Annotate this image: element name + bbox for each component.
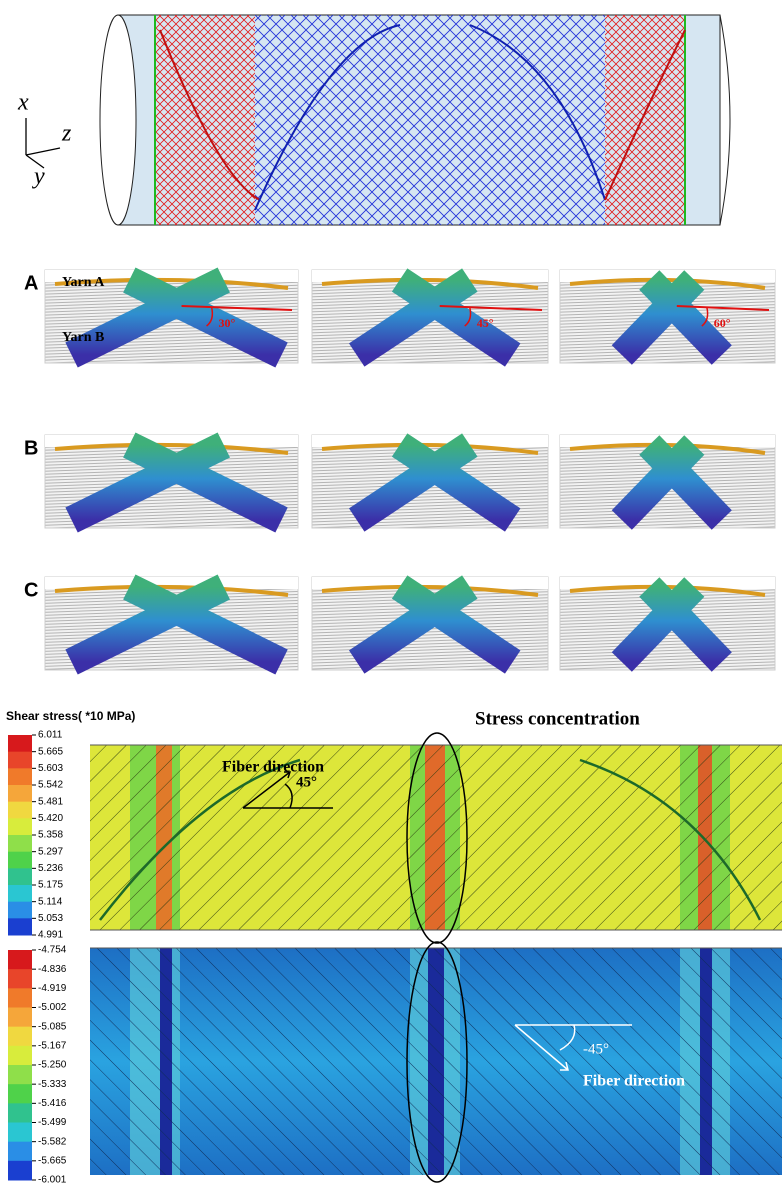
stress-cylinder-top: [90, 745, 782, 930]
yarn-panels: A 30° 45° 60° B C Yarn A Yarn B: [24, 270, 775, 670]
legend-swatch: [8, 1008, 32, 1028]
legend-label: -4.919: [38, 983, 67, 994]
shape: [90, 948, 782, 1175]
shape: [100, 15, 136, 225]
legend-label: 5.420: [38, 813, 63, 824]
annotation: Stress concentration: [475, 708, 640, 729]
legend-swatch: [8, 950, 32, 970]
legend-label: -5.416: [38, 1098, 67, 1109]
angle-label: 30°: [219, 316, 236, 330]
legend-label: -4.754: [38, 945, 67, 956]
annotation: -45°: [583, 1041, 609, 1057]
shape: [720, 15, 730, 225]
axes-indicator: [26, 118, 60, 168]
legend-label: -5.085: [38, 1021, 67, 1032]
legend-label: 5.114: [38, 896, 63, 907]
legend-title: Shear stress( *10 MPa): [6, 709, 135, 723]
annotation: 45°: [296, 774, 317, 790]
row-label: B: [24, 437, 38, 459]
shape: [26, 148, 60, 155]
row-label: A: [24, 272, 38, 294]
annotation: Fiber direction: [583, 1073, 685, 1090]
legend-swatch: [8, 885, 32, 902]
legend-label: -5.665: [38, 1155, 67, 1166]
legend-swatch: [8, 785, 32, 802]
legend-swatch: [8, 988, 32, 1008]
legend-label: 5.481: [38, 796, 63, 807]
legend-label: -5.582: [38, 1136, 67, 1147]
shape: [155, 15, 255, 225]
stress-cylinder-bottom: [90, 948, 782, 1175]
shape: [255, 15, 605, 225]
legend-swatch: [8, 1123, 32, 1143]
legend-label: -5.499: [38, 1117, 67, 1128]
legend-swatch: [8, 852, 32, 869]
legend-swatch: [8, 1084, 32, 1104]
legend-swatch: [8, 1103, 32, 1123]
legend-label: 5.297: [38, 846, 63, 857]
shape: [605, 15, 685, 225]
legend-label: 5.175: [38, 880, 63, 891]
legend-swatch: [8, 1065, 32, 1085]
legend-label: 4.991: [38, 930, 63, 941]
annotation: Fiber direction: [222, 759, 324, 776]
row-label: C: [24, 579, 38, 601]
angle-label: 60°: [714, 316, 731, 330]
legend-swatch: [8, 918, 32, 935]
legend-swatch: [8, 868, 32, 885]
legend-label: 5.603: [38, 763, 63, 774]
angle-label: 45°: [477, 316, 494, 330]
legend-swatch: [8, 735, 32, 752]
legend-swatch: [8, 1142, 32, 1162]
legend-swatch: [8, 902, 32, 919]
legend-swatch: [8, 752, 32, 769]
axis-label: x: [17, 90, 29, 116]
braided-cylinder: [100, 15, 730, 225]
legend-label: 5.236: [38, 863, 63, 874]
legend-label: 6.011: [38, 730, 63, 741]
shape: [90, 745, 782, 930]
legend-swatch: [8, 969, 32, 989]
legend-label: 5.665: [38, 746, 63, 757]
legend-label: -4.836: [38, 964, 67, 975]
legend-swatch: [8, 1161, 32, 1181]
yarn-label: Yarn A: [62, 275, 105, 290]
legend-swatch: [8, 835, 32, 852]
axis-label: z: [61, 121, 72, 147]
axis-label: y: [32, 164, 45, 190]
legend-swatch: [8, 768, 32, 785]
legend-label: 5.542: [38, 780, 63, 791]
legend-swatch: [8, 1046, 32, 1066]
legend-label: -5.167: [38, 1040, 67, 1051]
legend-label: -5.002: [38, 1002, 67, 1013]
figure: x z y A 30° 45° 60° B C Yarn A Yarn B Shear str…: [0, 0, 782, 1184]
legend-label: -6.001: [38, 1175, 67, 1184]
legend-swatch: [8, 802, 32, 819]
color-legend: 6.011 5.665 5.603 5.542 5.481 5.420 5.358 5.297…: [8, 730, 67, 1184]
legend-label: 5.358: [38, 830, 63, 841]
legend-swatch: [8, 818, 32, 835]
legend-label: 5.053: [38, 913, 63, 924]
page: { "axes": {"x": "x", "z": "z", "y": "y"}…: [0, 0, 782, 1184]
legend-label: -5.333: [38, 1079, 67, 1090]
legend-label: -5.250: [38, 1060, 67, 1071]
yarn-label: Yarn B: [62, 330, 104, 345]
legend-swatch: [8, 1027, 32, 1047]
